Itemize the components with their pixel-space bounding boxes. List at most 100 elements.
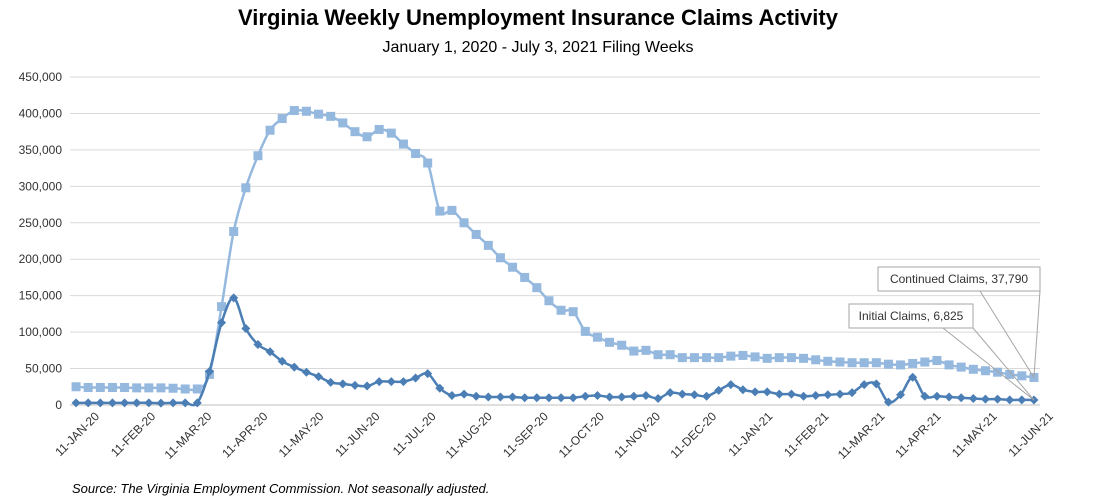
- continued-claims-point: [799, 353, 809, 363]
- continued-claims-point: [556, 305, 566, 315]
- continued-claims-callout-box: [877, 266, 1041, 292]
- continued-claims-point: [120, 383, 130, 393]
- initial-claims-point: [714, 385, 724, 395]
- initial-claims-point: [1005, 395, 1015, 405]
- continued-claims-point: [811, 355, 821, 365]
- x-axis: 11-JAN-20 11-FEB-20 11-MAR-20 11-APR-20 11-M…: [52, 404, 1056, 462]
- x-tick-label: 11-JAN-21: [725, 409, 775, 459]
- initial-claims-point: [835, 389, 845, 399]
- initial-claims-point: [241, 323, 251, 333]
- initial-claims-point: [423, 369, 433, 379]
- continued-claims-point: [993, 367, 1003, 377]
- continued-claims-point: [823, 356, 833, 366]
- continued-claims-point: [689, 353, 699, 363]
- initial-claims-point: [483, 392, 493, 402]
- continued-claims-point: [726, 351, 736, 361]
- initial-claims-point: [411, 373, 421, 383]
- initial-claims-callout-leader: [942, 327, 1035, 401]
- y-tick-label: 300,000: [19, 179, 63, 193]
- initial-claims-point: [762, 387, 772, 397]
- continued-claims-point: [301, 106, 311, 116]
- x-tick-label: 11-FEB-20: [108, 409, 159, 460]
- initial-claims-point: [932, 391, 942, 401]
- x-tick-label: 11-APR-20: [219, 409, 270, 460]
- initial-claims-point: [180, 398, 190, 408]
- initial-claims-point: [217, 318, 227, 328]
- continued-claims-point: [386, 128, 396, 138]
- continued-claims-point: [459, 218, 469, 228]
- initial-claims-point: [956, 393, 966, 403]
- initial-claims-point: [495, 392, 505, 402]
- initial-claims-point: [653, 393, 663, 403]
- chart-title: Virginia Weekly Unemployment Insurance C…: [238, 5, 839, 30]
- continued-claims-point: [132, 383, 142, 393]
- y-tick-label: 250,000: [19, 216, 63, 230]
- continued-claims-point: [471, 229, 481, 239]
- initial-claims-point: [944, 392, 954, 402]
- initial-claims-point: [726, 380, 736, 390]
- continued-claims-point: [532, 283, 542, 293]
- continued-claims-point: [362, 132, 372, 142]
- continued-claims-point: [83, 383, 93, 393]
- continued-claims-point: [314, 109, 324, 119]
- continued-claims-point: [786, 353, 796, 363]
- x-tick-label: 11-DEC-20: [668, 409, 720, 461]
- continued-claims-point: [265, 125, 275, 135]
- initial-claims-point: [774, 389, 784, 399]
- y-axis: 0 50,000 100,000 150,000 200,000 250,000 300,0…: [19, 70, 63, 412]
- x-tick-label: 11-JUL-20: [390, 409, 439, 458]
- continued-claims-point: [883, 359, 893, 369]
- x-tick-label: 11-SEP-20: [500, 409, 551, 460]
- continued-claims-point: [859, 358, 869, 368]
- continued-claims-point: [192, 384, 202, 394]
- chart-source: Source: The Virginia Employment Commissi…: [72, 481, 489, 496]
- initial-claims-callout-label: Initial Claims, 6,825: [859, 309, 964, 323]
- x-tick-label: 11-OCT-20: [556, 409, 607, 460]
- y-tick-label: 50,000: [25, 362, 62, 376]
- continued-claims-point: [350, 127, 360, 137]
- continued-claims-point: [714, 353, 724, 363]
- continued-claims-point: [107, 383, 117, 393]
- initial-claims-point: [750, 387, 760, 397]
- initial-claims-point: [617, 392, 627, 402]
- continued-claims-point: [520, 272, 530, 282]
- initial-claims-point: [799, 391, 809, 401]
- initial-claims-callout-box: [848, 303, 974, 329]
- initial-claims-point: [265, 347, 275, 357]
- continued-claims-point: [435, 206, 445, 216]
- x-tick-label: 11-FEB-21: [781, 409, 832, 460]
- initial-claims-point: [326, 377, 336, 387]
- initial-claims-point: [883, 397, 893, 407]
- continued-claims-point: [1017, 371, 1027, 381]
- initial-claims-point: [107, 398, 117, 408]
- initial-claims-point: [568, 393, 578, 403]
- initial-claims-point: [508, 392, 518, 402]
- y-tick-label: 400,000: [19, 106, 63, 120]
- initial-claims-point: [689, 390, 699, 400]
- continued-claims-point: [847, 358, 857, 368]
- initial-claims-point: [859, 380, 869, 390]
- y-tick-label: 350,000: [19, 143, 63, 157]
- plot-area: [71, 106, 1039, 408]
- initial-claims-point: [374, 377, 384, 387]
- initial-claims-point: [592, 391, 602, 401]
- continued-claims-point: [168, 383, 178, 393]
- initial-claims-point: [811, 391, 821, 401]
- y-tick-label: 150,000: [19, 289, 63, 303]
- initial-claims-point: [398, 377, 408, 387]
- continued-claims-point: [641, 345, 651, 355]
- continued-claims-point: [617, 340, 627, 350]
- continued-claims-point: [738, 350, 748, 360]
- continued-claims-point: [956, 362, 966, 372]
- continued-claims-point: [605, 337, 615, 347]
- initial-claims-point: [350, 380, 360, 390]
- initial-claims-point: [629, 391, 639, 401]
- continued-claims-point: [568, 307, 578, 317]
- continued-claims-point: [423, 158, 433, 168]
- x-tick-label: 11-APR-21: [892, 409, 943, 460]
- initial-claims-point: [908, 372, 918, 382]
- initial-claims-point: [435, 383, 445, 393]
- x-tick-label: 11-AUG-20: [443, 409, 495, 461]
- continued-claims-point: [835, 357, 845, 367]
- continued-claims-point: [968, 364, 978, 374]
